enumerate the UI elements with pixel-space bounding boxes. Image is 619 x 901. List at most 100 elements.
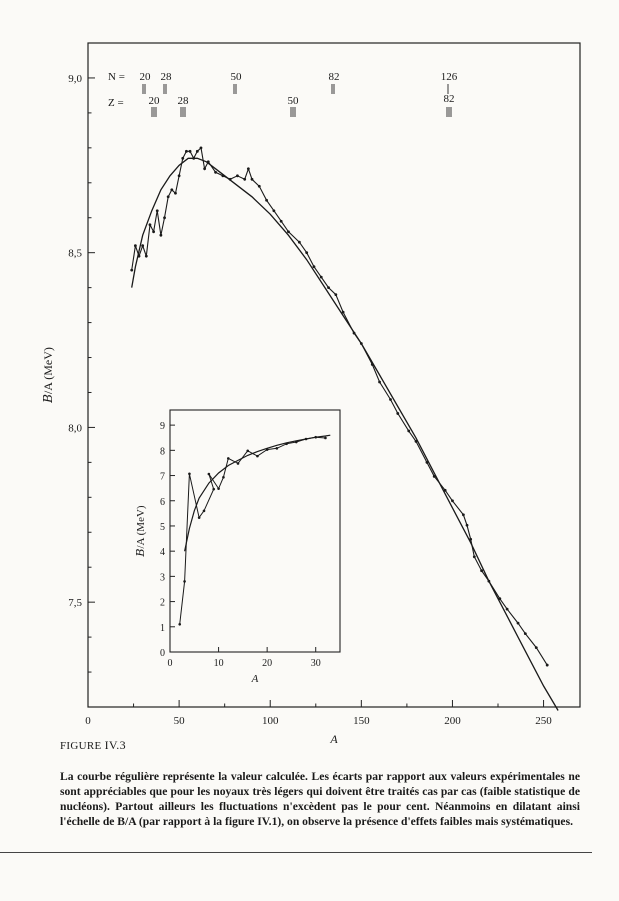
experimental-data-point	[498, 597, 502, 601]
experimental-series-line	[179, 436, 326, 625]
experimental-data-point	[327, 286, 330, 290]
experimental-data-point	[243, 177, 247, 181]
experimental-data-point	[159, 233, 163, 237]
figure-label: FIGURE IV.3	[60, 738, 126, 753]
x-tick-label: 20	[262, 658, 272, 669]
experimental-data-point	[177, 174, 181, 178]
experimental-data-point	[148, 223, 152, 227]
experimental-data-point	[272, 209, 276, 213]
inset-background	[170, 410, 340, 652]
experimental-data-point	[212, 487, 216, 491]
figure-label-number: IV.3	[104, 738, 126, 752]
experimental-data-point	[236, 462, 240, 465]
y-tick-label: 8,0	[68, 422, 82, 434]
experimental-data-point	[297, 240, 301, 244]
proton-magic-number: 50	[288, 95, 300, 107]
experimental-data-point	[170, 188, 174, 192]
experimental-data-point	[246, 449, 250, 453]
y-tick-label: 8,5	[68, 248, 82, 260]
experimental-data-point	[188, 149, 192, 153]
experimental-data-point	[214, 170, 217, 174]
experimental-data-point	[451, 499, 454, 503]
experimental-data-point	[523, 632, 527, 636]
experimental-data-point	[265, 198, 268, 202]
experimental-data-point	[341, 310, 345, 314]
experimental-data-point	[185, 149, 188, 153]
experimental-data-point	[166, 195, 170, 199]
proton-magic-label: Z =	[108, 97, 124, 109]
y-tick-label: 5	[160, 522, 165, 533]
x-axis-label: A	[329, 732, 338, 746]
x-tick-label: 200	[444, 715, 461, 727]
figure-caption: La courbe régulière représente la valeur…	[60, 770, 580, 828]
experimental-data-point	[279, 219, 283, 223]
experimental-data-point	[246, 167, 250, 171]
experimental-data-point	[144, 254, 148, 258]
y-axis-label: 𝐵/A (MeV)	[41, 347, 55, 404]
experimental-data-point	[174, 191, 177, 195]
x-tick-label: 30	[311, 658, 321, 669]
x-tick-label: 50	[174, 715, 186, 727]
experimental-data-point	[226, 457, 230, 460]
experimental-data-point	[217, 487, 220, 490]
experimental-data-point	[389, 398, 392, 401]
experimental-data-point	[407, 429, 411, 433]
x-tick-label: 0	[85, 715, 91, 727]
experimental-data-point	[207, 472, 211, 476]
experimental-data-point	[222, 476, 225, 479]
y-tick-label: 8	[160, 446, 165, 457]
y-tick-label: 0	[160, 648, 165, 659]
neutron-magic-number: 28	[161, 71, 173, 83]
neutron-magic-label: N =	[108, 71, 125, 83]
experimental-data-point	[133, 244, 137, 248]
proton-magic-number: 82	[444, 93, 455, 105]
experimental-data-point	[461, 513, 465, 517]
neutron-magic-number: 82	[329, 71, 340, 83]
experimental-data-point	[472, 555, 476, 559]
y-tick-label: 9,0	[68, 73, 82, 85]
experimental-data-point	[155, 209, 159, 213]
experimental-data-point	[534, 646, 538, 649]
experimental-data-point	[334, 293, 338, 297]
y-axis-label: 𝐵/A (MeV)	[135, 505, 147, 557]
page-rule	[0, 852, 592, 853]
x-tick-label: 100	[262, 715, 279, 727]
experimental-data-point	[203, 167, 207, 171]
x-tick-label: 150	[353, 715, 370, 727]
proton-magic-number: 20	[149, 95, 161, 107]
x-tick-label: 10	[214, 658, 224, 669]
figure-label-prefix: FIGURE	[60, 740, 102, 752]
neutron-magic-number: 126	[441, 71, 458, 83]
experimental-data-point	[256, 454, 259, 458]
experimental-data-point	[197, 516, 201, 519]
experimental-data-point	[516, 621, 520, 625]
experimental-data-point	[312, 265, 316, 269]
experimental-data-point	[545, 663, 549, 667]
experimental-data-point	[188, 472, 191, 476]
experimental-data-point	[178, 622, 182, 626]
experimental-data-point	[275, 447, 279, 450]
experimental-data-point	[324, 436, 327, 440]
experimental-data-point	[236, 174, 239, 178]
experimental-data-point	[183, 580, 186, 583]
experimental-data-point	[257, 184, 261, 188]
inset-chart: 0 10 20 30 0 1 2 3 4 5 6 7 8 9 A 𝐵/A (MeV)	[135, 409, 341, 685]
experimental-data-point	[396, 412, 400, 415]
x-axis-label: A	[251, 673, 259, 685]
experimental-data-point	[443, 488, 447, 492]
plot-frame	[87, 42, 581, 708]
experimental-data-point	[319, 275, 323, 279]
experimental-data-point	[152, 230, 156, 234]
calculated-series-line	[184, 434, 331, 552]
y-tick-label: 7,5	[68, 597, 82, 609]
experimental-data-point	[505, 607, 509, 611]
experimental-data-point	[414, 440, 418, 443]
experimental-data-point	[480, 569, 483, 573]
neutron-magic-number: 20	[140, 71, 152, 83]
y-tick-label: 2	[160, 598, 165, 609]
y-tick-label: 4	[160, 547, 165, 558]
x-tick-label: 250	[535, 715, 552, 727]
experimental-data-point	[195, 149, 199, 153]
experimental-data-point	[287, 230, 290, 234]
